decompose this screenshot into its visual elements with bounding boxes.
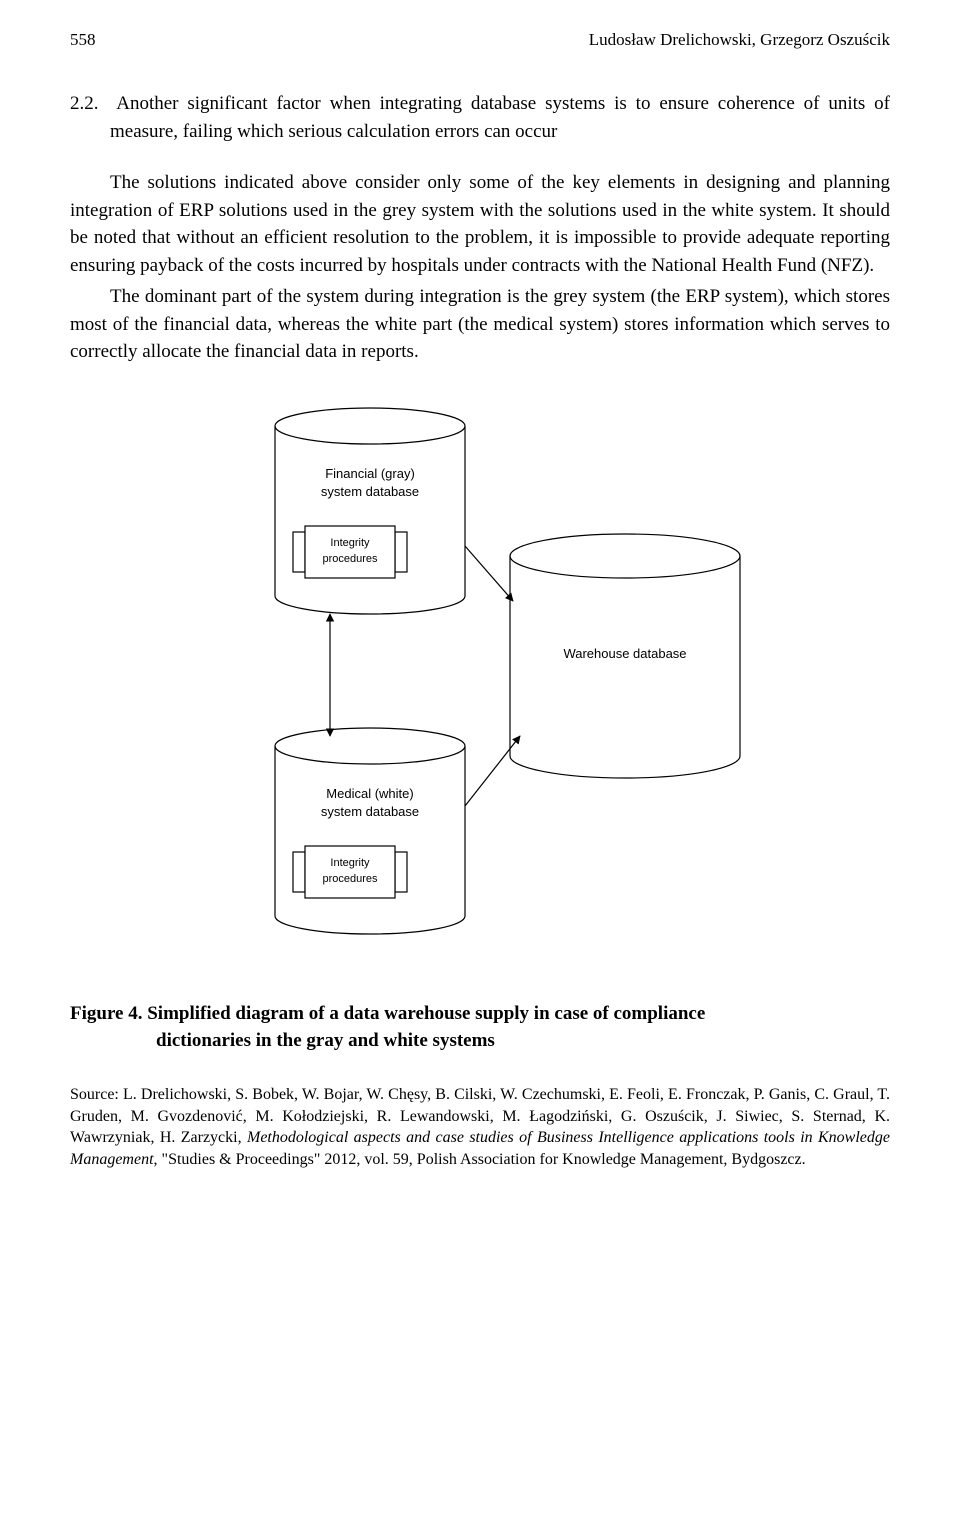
paragraph-2: The dominant part of the system during i…: [70, 283, 890, 366]
header-authors: Ludosław Drelichowski, Grzegorz Oszuścik: [589, 30, 890, 50]
svg-text:procedures: procedures: [322, 553, 378, 565]
data-warehouse-diagram: Financial (gray) system database Integrity…: [210, 406, 750, 976]
svg-text:Warehouse database: Warehouse database: [563, 646, 686, 661]
running-header: 558 Ludosław Drelichowski, Grzegorz Oszu…: [70, 30, 890, 50]
svg-text:system database: system database: [321, 484, 419, 499]
svg-text:Integrity: Integrity: [330, 537, 370, 549]
figure-title-line1: Simplified diagram of a data warehouse s…: [147, 1003, 705, 1024]
section-text: Another significant factor when integrat…: [110, 93, 890, 142]
figure-label: Figure 4.: [70, 1003, 142, 1024]
source-prefix: Source:: [70, 1086, 123, 1103]
svg-text:Integrity: Integrity: [330, 857, 370, 869]
svg-text:system database: system database: [321, 804, 419, 819]
page-number: 558: [70, 30, 96, 50]
svg-text:Financial (gray): Financial (gray): [325, 466, 415, 481]
svg-text:procedures: procedures: [322, 873, 378, 885]
figure-source: Source: L. Drelichowski, S. Bobek, W. Bo…: [70, 1084, 890, 1170]
page: 558 Ludosław Drelichowski, Grzegorz Oszu…: [0, 0, 960, 1210]
figure-4: Financial (gray) system database Integrity…: [70, 406, 890, 1054]
svg-text:Medical (white): Medical (white): [326, 786, 413, 801]
section-number: 2.2.: [70, 93, 99, 114]
section-heading: 2.2. Another significant factor when int…: [70, 90, 890, 145]
paragraph-1: The solutions indicated above consider o…: [70, 169, 890, 279]
source-tail: , "Studies & Proceedings" 2012, vol. 59,…: [154, 1151, 806, 1168]
figure-caption: Figure 4. Simplified diagram of a data w…: [70, 1001, 890, 1054]
figure-title-line2: dictionaries in the gray and white syste…: [70, 1030, 495, 1051]
